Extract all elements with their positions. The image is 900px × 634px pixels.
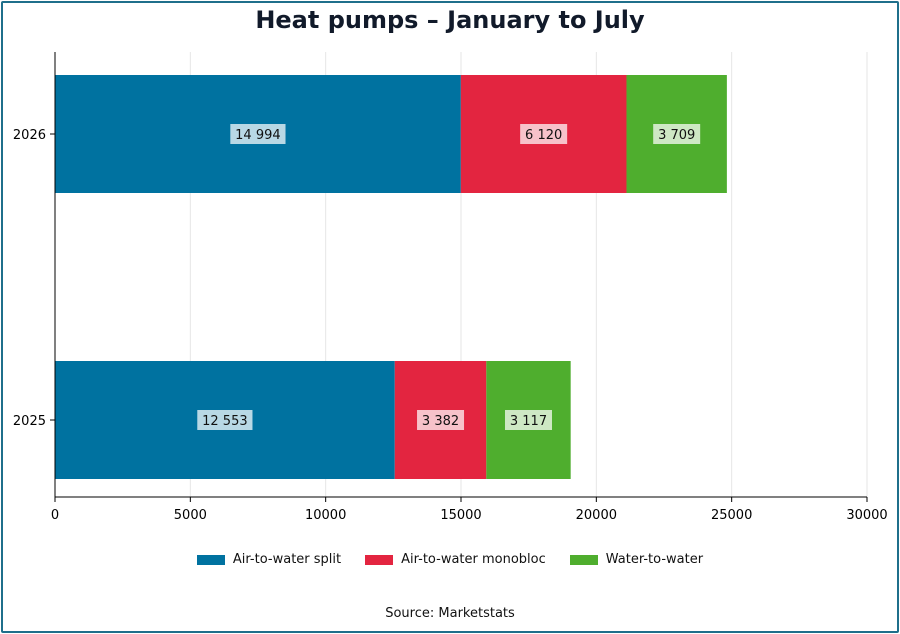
data-label: 3 709 — [658, 128, 695, 143]
data-label: 6 120 — [525, 128, 562, 143]
legend-label: Air-to-water split — [232, 552, 342, 567]
chart-legend: Air-to-water split Air-to-water monobloc… — [0, 552, 900, 567]
data-label-bg — [653, 124, 701, 144]
data-label-bg — [520, 124, 568, 144]
legend-label: Air-to-water monobloc — [401, 552, 546, 567]
x-tick-label: 30000 — [846, 508, 887, 523]
data-label-bg — [197, 410, 253, 430]
y-tick-label: 2025 — [13, 414, 46, 429]
x-tick-label: 25000 — [711, 508, 752, 523]
legend-swatch-air-to-water-split — [196, 554, 225, 565]
x-tick-label: 20000 — [576, 508, 617, 523]
legend-swatch-air-to-water-monobloc — [365, 554, 394, 565]
x-tick-label: 0 — [51, 508, 59, 523]
legend-label: Water-to-water — [605, 552, 704, 567]
x-tick-label: 5000 — [174, 508, 207, 523]
data-label: 12 553 — [202, 414, 248, 429]
legend-item-air-to-water-split: Air-to-water split — [196, 552, 342, 567]
data-label-bg — [230, 124, 286, 144]
data-label: 14 994 — [235, 128, 281, 143]
data-label: 3 382 — [422, 414, 459, 429]
data-label-bg — [417, 410, 465, 430]
legend-item-air-to-water-monobloc: Air-to-water monobloc — [365, 552, 546, 567]
legend-swatch-water-to-water — [569, 554, 598, 565]
legend-item-water-to-water: Water-to-water — [569, 552, 704, 567]
data-label-bg — [504, 410, 552, 430]
source-note: Source: Marketstats — [385, 606, 515, 621]
x-tick-label: 10000 — [305, 508, 346, 523]
chart-title: Heat pumps – January to July — [255, 6, 645, 34]
y-tick-label: 2026 — [13, 128, 46, 143]
x-tick-label: 15000 — [440, 508, 481, 523]
data-label: 3 117 — [510, 414, 547, 429]
